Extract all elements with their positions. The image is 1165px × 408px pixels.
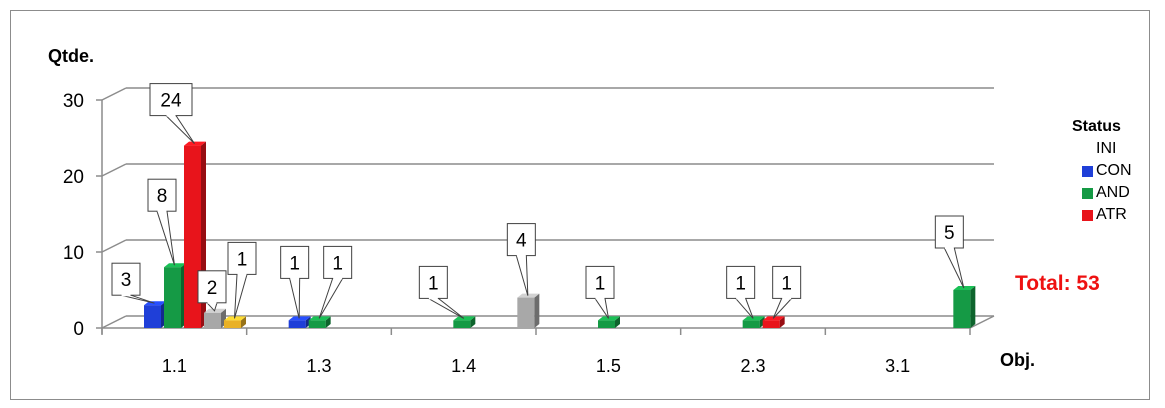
data-label-box bbox=[197, 270, 227, 304]
y-tick-label: 0 bbox=[73, 319, 84, 340]
data-label-box bbox=[280, 245, 310, 279]
legend-swatch bbox=[1082, 187, 1093, 199]
bar bbox=[184, 145, 201, 328]
x-tick-label: 3.1 bbox=[885, 356, 910, 376]
legend-swatch bbox=[1082, 209, 1093, 221]
y-tick-label: 30 bbox=[63, 91, 84, 112]
bar bbox=[164, 267, 181, 328]
gridline-side bbox=[101, 163, 127, 177]
data-label: 1 bbox=[595, 273, 606, 294]
bar bbox=[144, 305, 161, 328]
chart-frame bbox=[10, 10, 1150, 400]
data-label: 1 bbox=[735, 273, 746, 294]
data-label: 1 bbox=[428, 273, 439, 294]
x-tick-label: 1.5 bbox=[596, 356, 621, 376]
bar-top bbox=[184, 141, 206, 146]
bar-side bbox=[325, 316, 331, 328]
floor-edge bbox=[969, 315, 995, 329]
data-label: 1 bbox=[781, 273, 792, 294]
bar bbox=[288, 320, 306, 328]
bar bbox=[762, 320, 780, 328]
x-axis-title: Obj. bbox=[1000, 350, 1035, 370]
bar-top bbox=[453, 316, 476, 321]
data-label-pointer bbox=[120, 294, 155, 304]
data-label-box bbox=[506, 223, 536, 257]
x-tick-label: 1.3 bbox=[306, 356, 331, 376]
data-label-pointer bbox=[318, 277, 344, 319]
legend-item: CON bbox=[1082, 160, 1132, 182]
data-label: 4 bbox=[516, 231, 527, 252]
gridline-side bbox=[101, 239, 127, 253]
legend-label: CON bbox=[1096, 162, 1132, 179]
bar bbox=[517, 297, 535, 328]
bar bbox=[204, 312, 221, 328]
data-label-pointer bbox=[234, 273, 248, 319]
data-label-pointer bbox=[289, 277, 301, 319]
x-tick-label: 1.4 bbox=[451, 356, 476, 376]
gridline-side bbox=[101, 315, 127, 329]
data-label: 5 bbox=[944, 223, 955, 244]
legend-item: ATR bbox=[1082, 204, 1132, 226]
legend-item: AND bbox=[1082, 182, 1132, 204]
data-label-pointer bbox=[156, 210, 175, 266]
data-label-pointer bbox=[943, 247, 965, 289]
bar-top bbox=[598, 316, 620, 321]
data-label: 2 bbox=[207, 278, 218, 299]
legend-swatch bbox=[1082, 143, 1093, 155]
x-tick-label: 2.3 bbox=[740, 356, 765, 376]
bar bbox=[742, 320, 760, 328]
bar bbox=[224, 320, 241, 328]
y-tick-label: 10 bbox=[63, 243, 84, 264]
bar-top bbox=[742, 316, 765, 321]
x-tick-label: 1.1 bbox=[162, 356, 187, 376]
bar-side bbox=[759, 316, 765, 328]
data-label: 3 bbox=[121, 270, 132, 291]
bar-side bbox=[615, 316, 620, 328]
data-label-box bbox=[147, 178, 177, 212]
legend-item: INI bbox=[1082, 138, 1132, 160]
data-label: 1 bbox=[332, 253, 343, 274]
data-label: 1 bbox=[289, 253, 300, 274]
bar-top bbox=[517, 293, 540, 298]
legend-label: ATR bbox=[1096, 206, 1127, 223]
data-label-box bbox=[772, 265, 802, 299]
bar-side bbox=[534, 293, 540, 328]
legend-swatch bbox=[1082, 165, 1093, 177]
data-label-pointer bbox=[164, 115, 195, 144]
y-tick-label: 20 bbox=[63, 167, 84, 188]
legend-label: INI bbox=[1096, 140, 1117, 157]
bar bbox=[453, 320, 471, 328]
gridline-side bbox=[101, 87, 127, 101]
data-label: 1 bbox=[237, 249, 248, 270]
data-label-box bbox=[111, 262, 141, 296]
data-label: 8 bbox=[157, 186, 168, 207]
bar-side bbox=[305, 316, 311, 328]
total-label: Total: 53 bbox=[1015, 272, 1100, 295]
bar-top bbox=[953, 286, 976, 290]
bar-side bbox=[970, 286, 976, 328]
bar-top bbox=[164, 263, 186, 268]
data-label: 24 bbox=[160, 91, 182, 112]
data-label-box bbox=[934, 215, 964, 249]
bar bbox=[598, 320, 615, 328]
legend-label: AND bbox=[1096, 184, 1130, 201]
data-label-pointer bbox=[515, 255, 529, 296]
bar-side bbox=[241, 316, 246, 328]
legend-items: INI CON AND ATR bbox=[1070, 138, 1132, 226]
bar bbox=[953, 290, 971, 328]
bar-side bbox=[779, 316, 785, 328]
bar-side bbox=[470, 316, 476, 328]
bar bbox=[308, 320, 326, 328]
legend-title: Status bbox=[1072, 118, 1121, 135]
legend: Status INI CON AND ATR bbox=[1070, 118, 1132, 226]
y-axis-title: Qtde. bbox=[48, 46, 95, 66]
